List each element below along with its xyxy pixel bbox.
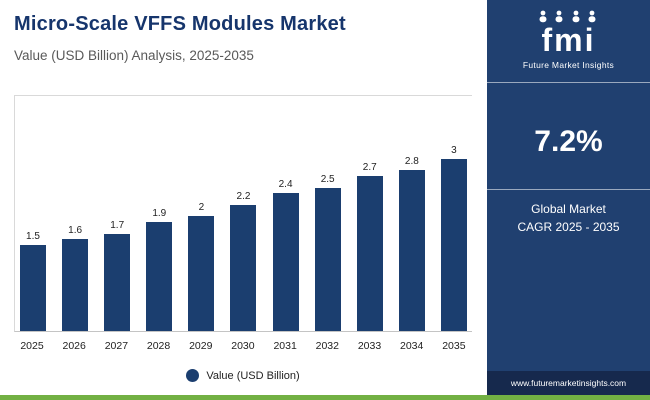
x-axis-label: 2026 bbox=[62, 340, 86, 352]
bar bbox=[398, 170, 425, 331]
bar-value-label: 1.9 bbox=[152, 208, 167, 219]
bar-column: 2.7 bbox=[356, 162, 384, 331]
bar bbox=[188, 216, 215, 331]
x-axis-label: 2028 bbox=[146, 340, 171, 352]
bar-column: 1.9 bbox=[145, 208, 173, 331]
x-axis-label: 2027 bbox=[104, 340, 129, 352]
chart-panel: Micro-Scale VFFS Modules Market Value (U… bbox=[14, 13, 472, 382]
bar-value-label: 3 bbox=[451, 145, 457, 156]
bar-column: 2.2 bbox=[229, 191, 257, 331]
x-labels: 2025 2026 2027 2028 2029 2030 2031 2032 2033 2034… bbox=[14, 340, 472, 352]
bar-value-label: 2.2 bbox=[236, 191, 251, 202]
bar-column: 2.8 bbox=[398, 156, 426, 331]
bar-value-label: 2 bbox=[198, 202, 205, 213]
x-axis-label: 2033 bbox=[357, 340, 382, 352]
sidebar: fmi Future Market Insights 7.2% Global M… bbox=[487, 0, 650, 395]
x-axis-label: 2025 bbox=[20, 340, 44, 352]
bar bbox=[62, 239, 89, 331]
bar-value-label: 1.6 bbox=[68, 225, 83, 236]
x-axis-label: 2035 bbox=[442, 340, 466, 352]
bar-value-label: 2.8 bbox=[404, 156, 419, 167]
legend-marker-icon bbox=[186, 369, 200, 382]
bar-column: 1.5 bbox=[19, 231, 47, 331]
bar-column: 2.5 bbox=[314, 174, 342, 331]
divider bbox=[487, 189, 650, 190]
bar bbox=[20, 245, 46, 331]
bar-column: 1.7 bbox=[103, 220, 131, 331]
bar-value-label: 2.4 bbox=[278, 179, 293, 190]
cagr-label-line2: CAGR 2025 - 2035 bbox=[517, 220, 620, 234]
legend-label: Value (USD Billion) bbox=[206, 369, 300, 382]
fmi-logo: fmi Future Market Insights bbox=[523, 0, 614, 82]
cagr-label: Global Market CAGR 2025 - 2035 bbox=[517, 200, 619, 236]
bar-column: 2.4 bbox=[272, 179, 300, 331]
bar-column: 1.6 bbox=[61, 225, 89, 331]
x-axis-label: 2030 bbox=[231, 340, 255, 352]
fmi-logo-text: fmi bbox=[541, 22, 596, 58]
people-icons bbox=[539, 10, 596, 23]
bars: 1.5 1.6 1.7 1.9 2 2.2 2.4 2.5 2.7 2.8 3 bbox=[14, 95, 472, 332]
bar-column: 3 bbox=[440, 145, 468, 331]
cagr-label-line1: Global Market bbox=[531, 202, 606, 216]
bar-value-label: 1.5 bbox=[26, 231, 40, 242]
bar bbox=[230, 205, 257, 331]
cagr-value: 7.2% bbox=[534, 125, 603, 158]
fmi-logo-subtext: Future Market Insights bbox=[522, 60, 615, 70]
chart-legend: Value (USD Billion) bbox=[14, 369, 472, 382]
bar-value-label: 2.7 bbox=[362, 162, 377, 173]
page-title: Micro-Scale VFFS Modules Market bbox=[14, 13, 346, 35]
x-axis-label: 2034 bbox=[400, 340, 424, 352]
bar bbox=[314, 188, 341, 331]
x-axis-label: 2032 bbox=[315, 340, 339, 352]
bar bbox=[146, 222, 173, 331]
bar bbox=[440, 159, 467, 331]
page-subtitle: Value (USD Billion) Analysis, 2025-2035 bbox=[14, 48, 254, 63]
bar bbox=[104, 234, 131, 331]
bar-value-label: 2.5 bbox=[320, 174, 335, 185]
x-axis-label: 2029 bbox=[189, 340, 213, 352]
footer-url[interactable]: www.futuremarketinsights.com bbox=[487, 371, 650, 395]
bar bbox=[356, 176, 383, 331]
divider bbox=[487, 82, 650, 83]
bar-value-label: 1.7 bbox=[110, 220, 125, 231]
bar bbox=[272, 193, 299, 331]
bar-chart: 1.5 1.6 1.7 1.9 2 2.2 2.4 2.5 2.7 2.8 3 2025 2026 20… bbox=[14, 95, 472, 382]
x-axis-label: 2031 bbox=[273, 340, 297, 352]
bottom-accent-bar bbox=[0, 395, 650, 400]
bar-column: 2 bbox=[187, 202, 215, 331]
